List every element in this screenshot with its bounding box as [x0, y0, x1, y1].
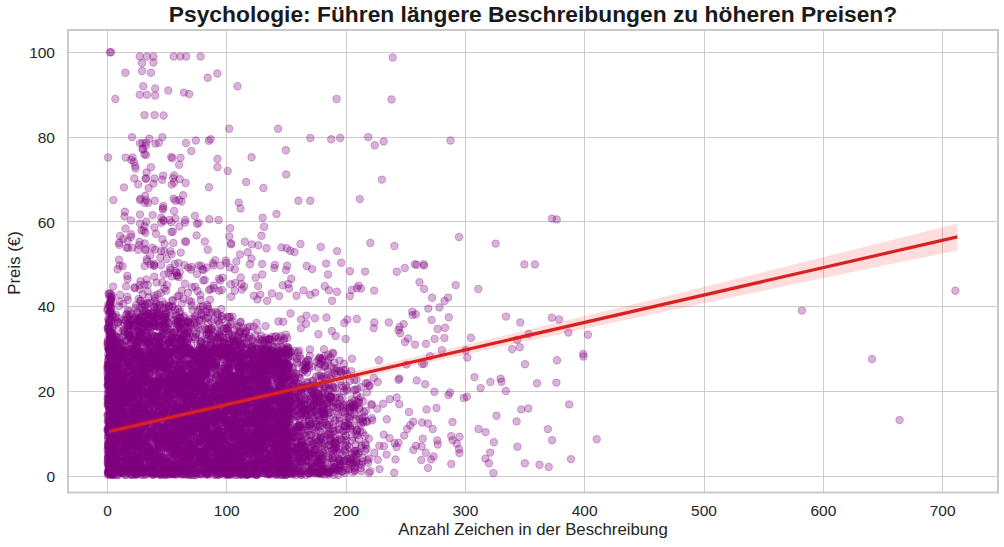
svg-text:200: 200 — [333, 502, 359, 519]
svg-text:0: 0 — [103, 502, 112, 519]
svg-text:20: 20 — [38, 383, 56, 400]
svg-text:Psychologie: Führen längere Be: Psychologie: Führen längere Beschreibung… — [169, 1, 897, 27]
svg-text:500: 500 — [691, 502, 717, 519]
svg-text:400: 400 — [572, 502, 598, 519]
svg-text:Anzahl Zeichen in der Beschrei: Anzahl Zeichen in der Beschreibung — [398, 520, 668, 539]
svg-text:100: 100 — [214, 502, 240, 519]
svg-text:100: 100 — [29, 44, 55, 61]
svg-text:80: 80 — [38, 129, 56, 146]
svg-text:Preis (€): Preis (€) — [5, 231, 24, 294]
svg-text:600: 600 — [810, 502, 836, 519]
svg-text:0: 0 — [46, 468, 55, 485]
svg-text:700: 700 — [930, 502, 956, 519]
svg-text:40: 40 — [38, 298, 56, 315]
svg-text:60: 60 — [38, 214, 56, 231]
svg-text:300: 300 — [452, 502, 478, 519]
